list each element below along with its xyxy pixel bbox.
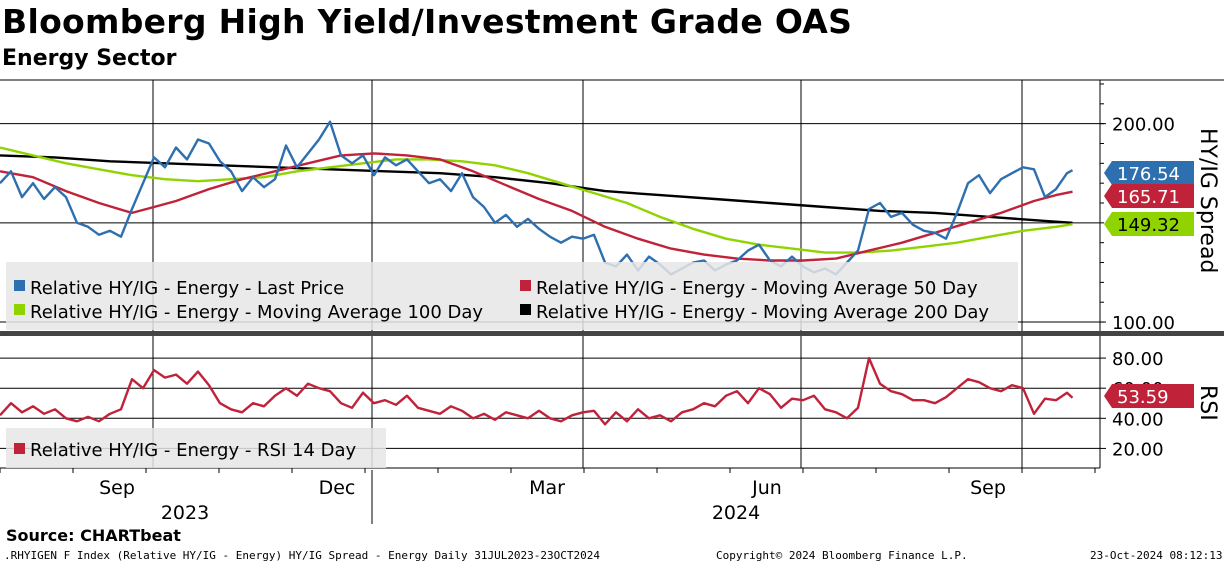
upper-ytick-label: 100.00 [1112, 313, 1175, 334]
lower-ytick-label: 20.00 [1112, 439, 1164, 460]
source-note: Source: CHARTbeat [6, 526, 181, 545]
legend-swatch [14, 443, 25, 454]
footer-copyright: Copyright© 2024 Bloomberg Finance L.P. [716, 549, 968, 562]
legend-label: Relative HY/IG - Energy - Moving Average… [536, 278, 978, 299]
x-month-label: Jun [751, 477, 782, 499]
ma100-tag [1104, 212, 1194, 236]
footer-security: .RHYIGEN F Index (Relative HY/IG - Energ… [4, 549, 601, 562]
upper-axis-title: HY/IG Spread [1195, 128, 1220, 273]
legend-label: Relative HY/IG - Energy - RSI 14 Day [30, 440, 357, 461]
legend-swatch [520, 280, 531, 291]
x-month-label: Mar [529, 477, 565, 499]
x-year-label: 2023 [161, 502, 209, 524]
chart-subtitle: Energy Sector [2, 46, 177, 71]
chart-title: Bloomberg High Yield/Investment Grade OA… [2, 2, 853, 41]
last-price-tag [1104, 161, 1194, 185]
x-month-label: Sep [99, 477, 135, 499]
x-year-label: 2024 [712, 502, 760, 524]
ma50-tag [1104, 184, 1194, 208]
legend-swatch [14, 280, 25, 291]
upper-ytick-label: 200.00 [1112, 115, 1175, 136]
series-line [0, 152, 1073, 262]
legend-label: Relative HY/IG - Energy - Moving Average… [536, 302, 989, 323]
lower-axis-title: RSI [1195, 385, 1220, 421]
legend-swatch [520, 304, 531, 315]
lower-ytick-label: 40.00 [1112, 409, 1164, 430]
series-line [0, 146, 1073, 254]
x-month-label: Sep [970, 477, 1006, 499]
footer-timestamp: 23-Oct-2024 08:12:13 [1090, 549, 1223, 562]
series-line [0, 154, 1073, 224]
rsi-value: 53.59 [1117, 387, 1169, 408]
ma100-value: 149.32 [1117, 215, 1180, 236]
lower-ytick-label: 80.00 [1112, 349, 1164, 370]
lower-legend-box [6, 428, 386, 468]
rsi-line [0, 356, 1074, 426]
last-price-value: 176.54 [1117, 164, 1180, 185]
ma50-value: 165.71 [1117, 187, 1180, 208]
series-line [0, 120, 1074, 276]
panel-divider [0, 331, 1224, 336]
upper-legend-box [6, 262, 1018, 330]
legend-label: Relative HY/IG - Energy - Moving Average… [30, 302, 483, 323]
legend-label: Relative HY/IG - Energy - Last Price [30, 278, 344, 299]
x-month-label: Dec [319, 477, 356, 499]
rsi-tag [1104, 384, 1194, 408]
legend-swatch [14, 304, 25, 315]
